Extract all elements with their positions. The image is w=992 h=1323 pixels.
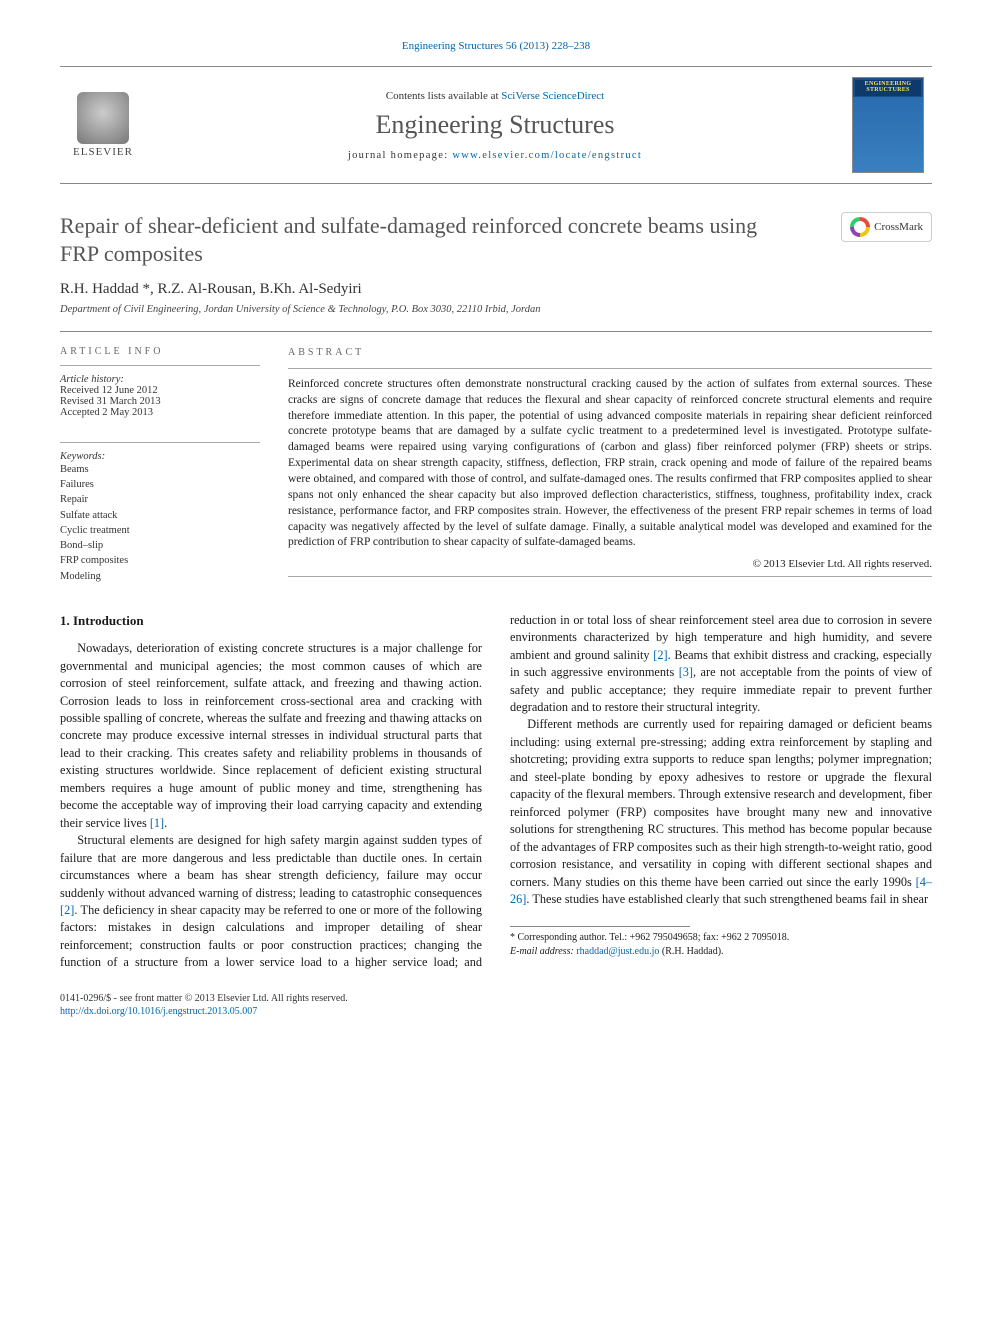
crossmark-icon [850, 217, 870, 237]
keywords-rule [60, 442, 260, 443]
corr-email-link[interactable]: rhaddad@just.edu.jo [576, 946, 659, 957]
footnote-separator [510, 926, 690, 927]
article-info-heading: ARTICLE INFO [60, 346, 260, 357]
corresponding-footnote: * Corresponding author. Tel.: +962 79504… [510, 931, 932, 958]
affiliation: Department of Civil Engineering, Jordan … [60, 304, 932, 315]
body-two-columns: 1. Introduction Nowadays, deterioration … [60, 612, 932, 972]
cover-thumb-label: ENGINEERING STRUCTURES [856, 81, 920, 93]
homepage-link[interactable]: www.elsevier.com/locate/engstruct [452, 150, 642, 161]
history-label: Article history: [60, 374, 260, 385]
abstract-heading: ABSTRACT [288, 346, 932, 360]
email-label: E-mail address: [510, 946, 576, 957]
journal-header: ELSEVIER Contents lists available at Sci… [60, 66, 932, 184]
contents-prefix: Contents lists available at [386, 90, 501, 102]
ref-2-link[interactable]: [2] [60, 903, 74, 917]
authors-line: R.H. Haddad *, R.Z. Al-Rousan, B.Kh. Al-… [60, 281, 932, 298]
abstract-copyright: © 2013 Elsevier Ltd. All rights reserved… [288, 557, 932, 572]
rule-above-meta [60, 331, 932, 332]
paper-title: Repair of shear-deficient and sulfate-da… [60, 212, 800, 267]
keywords-list: Beams Failures Repair Sulfate attack Cyc… [60, 462, 260, 584]
abstract-bottom-rule [288, 576, 932, 577]
elsevier-tree-icon [77, 92, 129, 144]
journal-title: Engineering Structures [150, 110, 840, 140]
crossmark-label: CrossMark [874, 221, 923, 233]
intro-para-3: Different methods are currently used for… [510, 716, 932, 908]
article-info-rule [60, 365, 260, 366]
doi-link[interactable]: http://dx.doi.org/10.1016/j.engstruct.20… [60, 1006, 257, 1017]
corr-author-line: * Corresponding author. Tel.: +962 79504… [510, 931, 932, 945]
crossmark-badge[interactable]: CrossMark [841, 212, 932, 242]
citation-link[interactable]: Engineering Structures 56 (2013) 228–238 [402, 40, 590, 52]
intro-p3b: . These studies have established clearly… [526, 892, 928, 906]
ref-3-link[interactable]: [3] [679, 665, 693, 679]
article-info-column: ARTICLE INFO Article history: Received 1… [60, 346, 260, 584]
intro-para-1: Nowadays, deterioration of existing conc… [60, 640, 482, 832]
abstract-column: ABSTRACT Reinforced concrete structures … [288, 346, 932, 584]
page-footer: 0141-0296/$ - see front matter © 2013 El… [60, 992, 932, 1019]
title-block: Repair of shear-deficient and sulfate-da… [60, 212, 932, 267]
intro-heading: 1. Introduction [60, 612, 482, 630]
intro-p3a: Different methods are currently used for… [510, 717, 932, 888]
publisher-wordmark: ELSEVIER [73, 146, 133, 158]
journal-cover-thumb: ENGINEERING STRUCTURES [852, 77, 924, 173]
intro-p1-text: Nowadays, deterioration of existing conc… [60, 641, 482, 830]
email-suffix: (R.H. Haddad). [659, 946, 723, 957]
ref-1-link[interactable]: [1] [150, 816, 164, 830]
keywords-label: Keywords: [60, 451, 260, 462]
intro-p2a: Structural elements are designed for hig… [60, 833, 482, 899]
citation-line: Engineering Structures 56 (2013) 228–238 [60, 40, 932, 52]
homepage-prefix: journal homepage: [348, 150, 452, 161]
abstract-text: Reinforced concrete structures often dem… [288, 377, 932, 551]
footer-rights-line: 0141-0296/$ - see front matter © 2013 El… [60, 992, 932, 1006]
abstract-rule [288, 368, 932, 369]
history-revised: Revised 31 March 2013 [60, 396, 260, 407]
header-center: Contents lists available at SciVerse Sci… [138, 90, 852, 161]
authors-text: R.H. Haddad *, R.Z. Al-Rousan, B.Kh. Al-… [60, 281, 362, 297]
ref-2-link-b[interactable]: [2] [653, 648, 667, 662]
history-received: Received 12 June 2012 [60, 385, 260, 396]
contents-line: Contents lists available at SciVerse Sci… [150, 90, 840, 102]
corr-email-line: E-mail address: rhaddad@just.edu.jo (R.H… [510, 945, 932, 959]
meta-abstract-row: ARTICLE INFO Article history: Received 1… [60, 346, 932, 584]
history-accepted: Accepted 2 May 2013 [60, 407, 260, 418]
publisher-logo: ELSEVIER [68, 92, 138, 158]
journal-homepage: journal homepage: www.elsevier.com/locat… [150, 150, 840, 161]
sciencedirect-link[interactable]: SciVerse ScienceDirect [501, 90, 604, 102]
